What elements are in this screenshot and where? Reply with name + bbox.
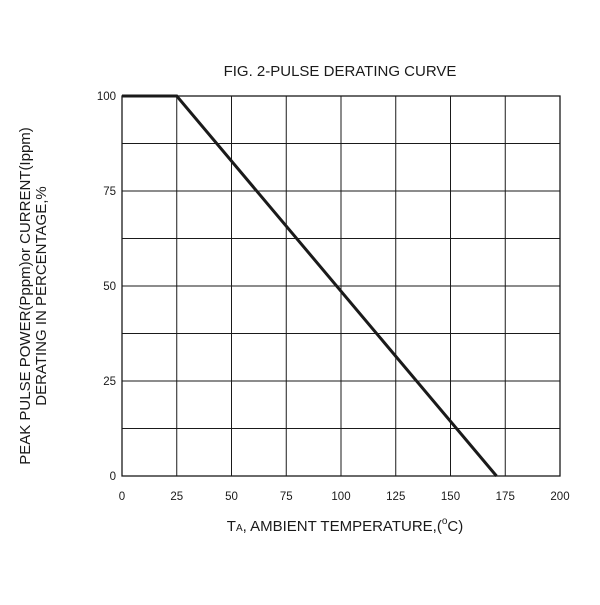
x-tick-label: 150 [441,491,460,503]
degree-symbol: o [442,516,448,527]
x-tick-label: 175 [496,491,515,503]
chart-title: FIG. 2-PULSE DERATING CURVE [224,63,457,80]
y-tick-labels: 0 25 50 75 100 [97,91,116,483]
y-tick-label: 0 [110,471,116,483]
x-tick-label: 50 [225,491,238,503]
x-axis-label: TA, AMBIENT TEMPERATURE,(oC) [227,516,463,535]
x-axis-label-unit: C) [447,518,463,535]
x-axis-label-main: T [227,518,236,535]
x-axis-label-subscript: A [236,523,243,534]
y-axis-label: PEAK PULSE POWER(Pppm)or CURRENT(Ippm) D… [17,127,50,465]
x-tick-label: 125 [386,491,405,503]
y-tick-label: 25 [103,376,116,388]
y-axis-label-line-1: PEAK PULSE POWER(Pppm)or CURRENT(Ippm) [17,127,34,465]
x-axis-label-text: , AMBIENT TEMPERATURE,( [243,518,442,535]
x-tick-label: 100 [331,491,350,503]
grid [122,96,560,476]
x-tick-label: 200 [550,491,569,503]
y-axis-label-line-2: DERATING IN PERCENTAGE,% [33,186,50,405]
plot-frame [121,95,561,477]
x-tick-labels: 0 25 50 75 100 125 150 175 200 [119,491,570,503]
y-tick-label: 75 [103,186,116,198]
y-tick-label: 100 [97,91,116,103]
x-tick-label: 0 [119,491,125,503]
x-tick-label: 75 [280,491,293,503]
y-tick-label: 50 [103,281,116,293]
x-tick-label: 25 [170,491,183,503]
